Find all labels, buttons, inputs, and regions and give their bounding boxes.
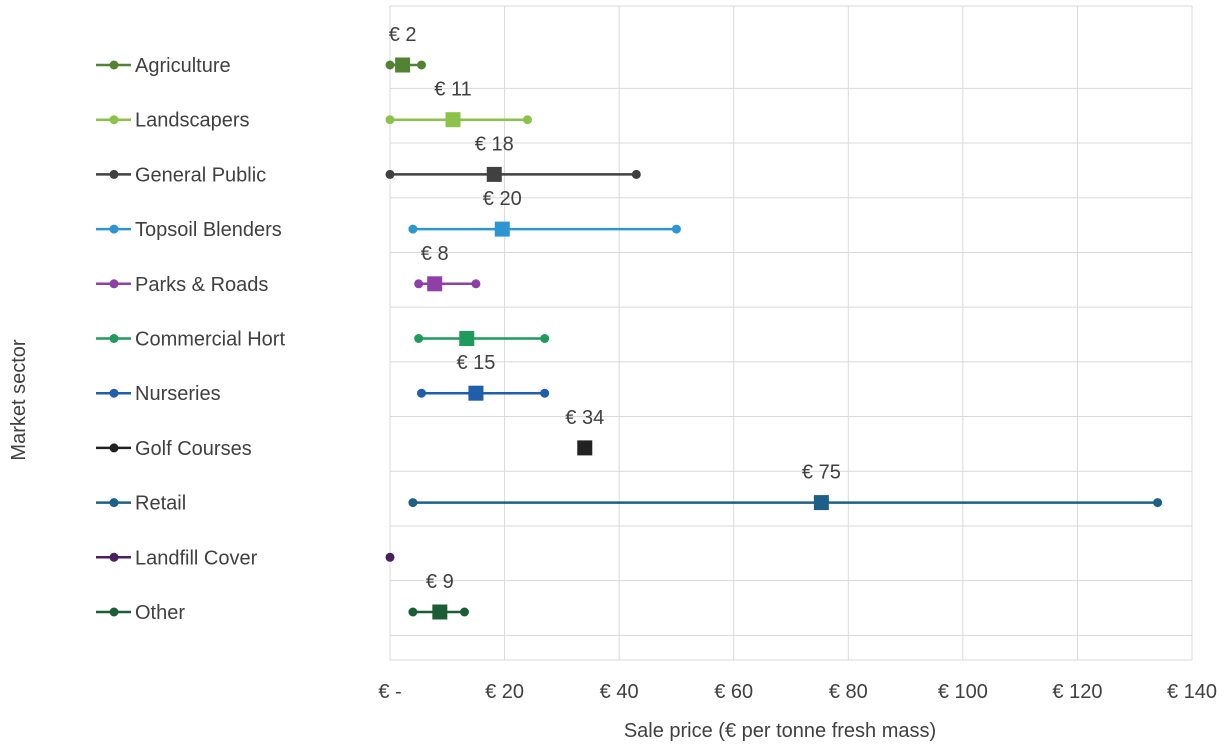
- legend-label: Commercial Hort: [135, 329, 285, 351]
- min-point: [414, 279, 424, 289]
- data-label: € 18: [475, 133, 514, 155]
- series-nurseries: € 15: [417, 352, 550, 401]
- legend-marker: [109, 388, 119, 398]
- grid-layer: [389, 5, 1193, 661]
- data-label: € 15: [456, 352, 495, 374]
- legend-item: Golf Courses: [96, 438, 252, 460]
- series-agriculture: € 2: [385, 24, 427, 73]
- mean-marker: [445, 112, 461, 128]
- legend-marker: [109, 498, 119, 508]
- legend-marker: [109, 443, 119, 453]
- x-tick-label: € 40: [600, 681, 639, 703]
- legend-item: Agriculture: [96, 55, 231, 77]
- x-tick-label: € 20: [485, 681, 524, 703]
- data-label: € 2: [389, 24, 417, 46]
- legend-marker: [109, 224, 119, 234]
- legend-label: Other: [135, 602, 185, 624]
- legend-item: Topsoil Blenders: [96, 219, 282, 241]
- legend-marker: [109, 115, 119, 125]
- legend-item: Other: [96, 602, 185, 624]
- legend-label: Landscapers: [135, 110, 250, 132]
- min-point: [414, 334, 424, 343]
- min-point: [408, 607, 418, 617]
- max-point: [540, 388, 550, 398]
- data-label: € 8: [421, 243, 449, 265]
- y-axis-title: Market sector: [8, 339, 30, 460]
- min-point: [385, 552, 395, 562]
- x-tick-label: € 100: [938, 681, 988, 703]
- legend-label: Parks & Roads: [135, 274, 268, 296]
- series-golf-courses: € 34: [565, 407, 604, 456]
- legend: Agriculture Landscapers General Public Tops…: [96, 55, 285, 624]
- legend-marker: [109, 607, 119, 617]
- series-landscapers: € 11: [385, 79, 532, 128]
- mean-marker: [577, 440, 593, 456]
- legend-item: Retail: [96, 493, 186, 515]
- data-marks: € 2 € 11 € 18 € 20 € 8 € 15 € 34 € 75 € 9: [385, 24, 1163, 620]
- legend-label: Landfill Cover: [135, 547, 258, 569]
- legend-label: Retail: [135, 493, 186, 515]
- mean-marker: [494, 221, 510, 237]
- series-other: € 9: [408, 571, 469, 620]
- x-tick-label: € 80: [829, 681, 868, 703]
- legend-label: Nurseries: [135, 383, 221, 405]
- legend-item: Parks & Roads: [96, 274, 268, 296]
- x-axis-ticks: € - € 20 € 40 € 60 € 80 € 100 € 120 € 140: [378, 681, 1217, 703]
- legend-label: Topsoil Blenders: [135, 219, 282, 241]
- min-point: [385, 115, 395, 125]
- series-parks-roads: € 8: [414, 243, 481, 292]
- max-point: [540, 334, 550, 343]
- min-point: [385, 169, 395, 179]
- max-point: [1153, 498, 1163, 508]
- series-retail: € 75: [408, 462, 1163, 511]
- data-label: € 20: [483, 188, 522, 210]
- legend-item: Landfill Cover: [96, 547, 258, 569]
- mean-marker: [459, 331, 475, 346]
- x-tick-label: € -: [378, 681, 401, 703]
- series-commercial-hort: [414, 331, 550, 346]
- series-general-public: € 18: [385, 133, 641, 182]
- legend-marker: [109, 552, 119, 562]
- legend-label: Golf Courses: [135, 438, 252, 460]
- data-label: € 9: [426, 571, 454, 593]
- x-tick-label: € 60: [714, 681, 753, 703]
- x-axis-title: Sale price (€ per tonne fresh mass): [624, 720, 936, 742]
- max-point: [417, 60, 427, 70]
- mean-marker: [395, 57, 411, 73]
- x-tick-label: € 120: [1052, 681, 1102, 703]
- legend-item: General Public: [96, 164, 266, 186]
- data-label: € 75: [802, 462, 841, 484]
- min-point: [408, 498, 418, 508]
- mean-marker: [468, 385, 484, 401]
- mean-marker: [813, 495, 829, 511]
- legend-marker: [109, 334, 119, 343]
- series-topsoil-blenders: € 20: [408, 188, 681, 237]
- max-point: [671, 224, 681, 234]
- legend-marker: [109, 60, 119, 70]
- data-label: € 34: [565, 407, 604, 429]
- max-point: [631, 169, 641, 179]
- min-point: [385, 60, 395, 70]
- legend-label: Agriculture: [135, 55, 231, 77]
- legend-marker: [109, 279, 119, 289]
- max-point: [522, 115, 532, 125]
- mean-marker: [486, 166, 502, 182]
- mean-marker: [427, 276, 443, 292]
- x-tick-label: € 140: [1167, 681, 1217, 703]
- min-point: [417, 388, 427, 398]
- legend-item: Nurseries: [96, 383, 221, 405]
- legend-item: Landscapers: [96, 110, 250, 132]
- legend-label: General Public: [135, 164, 266, 186]
- max-point: [471, 279, 481, 289]
- series-landfill-cover: [385, 552, 395, 562]
- data-label: € 11: [434, 79, 471, 101]
- max-point: [459, 607, 469, 617]
- mean-marker: [432, 604, 448, 620]
- min-point: [408, 224, 418, 234]
- legend-marker: [109, 169, 119, 179]
- legend-item: Commercial Hort: [96, 329, 285, 351]
